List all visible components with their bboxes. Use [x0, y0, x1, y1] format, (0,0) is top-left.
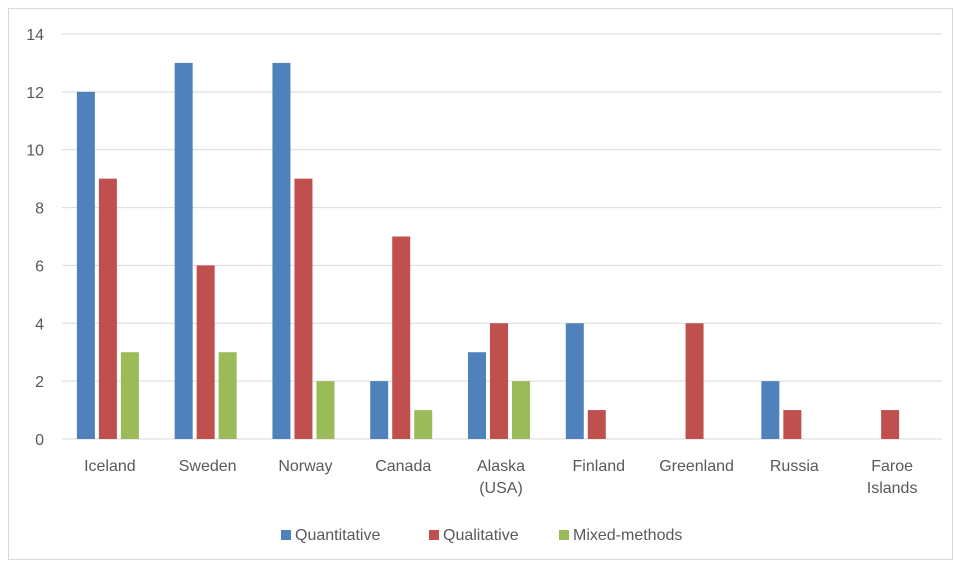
- y-tick-label: 14: [26, 27, 44, 44]
- x-category-label-line: Faroe: [871, 458, 913, 475]
- x-category-label-line: Finland: [573, 458, 625, 475]
- bar-quantitative-4: [468, 352, 486, 439]
- x-category-label: Norway: [278, 458, 332, 475]
- bar-mixed-methods-0: [120, 352, 139, 439]
- y-tick-label: 10: [26, 143, 44, 160]
- chart-frame: [8, 8, 953, 560]
- x-category-label-line: Russia: [770, 458, 819, 475]
- bar-qualitative-0: [98, 178, 117, 439]
- bars: [76, 62, 900, 440]
- y-tick-label: 0: [35, 432, 44, 449]
- bar-qualitative-1: [196, 265, 215, 439]
- legend: Quantitative Qualitative Mixed-methods: [281, 527, 682, 544]
- bar-mixed-methods-1: [218, 352, 237, 439]
- legend-item: Quantitative: [281, 527, 380, 544]
- legend-item: Qualitative: [429, 527, 519, 544]
- x-category-label-line: Islands: [867, 480, 918, 497]
- x-category-label-line: Iceland: [84, 458, 136, 475]
- x-category-label-line: Sweden: [179, 458, 237, 475]
- bar-qualitative-4: [490, 323, 508, 439]
- bar-qualitative-2: [294, 178, 313, 439]
- legend-label: Qualitative: [443, 527, 519, 544]
- x-category-label: Faroe Islands: [867, 458, 918, 497]
- legend-item: Mixed-methods: [559, 527, 682, 544]
- bar-mixed-methods-4: [512, 381, 530, 439]
- x-category-label-line: Greenland: [659, 458, 734, 475]
- x-category-label-line: Canada: [375, 458, 431, 475]
- x-category-label: Canada: [375, 458, 431, 475]
- legend-label: Mixed-methods: [573, 527, 682, 544]
- bar-mixed-methods-2: [316, 381, 335, 439]
- y-tick-label: 6: [35, 258, 44, 275]
- y-tick-label: 8: [35, 201, 44, 218]
- bar-quantitative-2: [272, 62, 291, 440]
- bar-quantitative-0: [76, 91, 95, 439]
- x-category-label: Finland: [573, 458, 625, 475]
- bar-quantitative-5: [565, 323, 584, 439]
- legend-swatch: [559, 530, 569, 540]
- y-tick-label: 4: [35, 316, 44, 333]
- labels: 0 2 4 6 8 10 12 14 Iceland Sweden Norway Canada Alas…: [26, 27, 917, 497]
- bar-qualitative-8: [881, 410, 900, 439]
- x-category-label: Russia: [770, 458, 819, 475]
- x-category-label: Iceland: [84, 458, 136, 475]
- bar-quantitative-1: [174, 62, 193, 440]
- y-tick-label: 2: [35, 374, 44, 391]
- legend-label: Quantitative: [295, 527, 380, 544]
- bar-qualitative-5: [587, 410, 606, 439]
- y-tick-label: 12: [26, 85, 44, 102]
- legend-swatch: [281, 530, 291, 540]
- bar-quantitative-7: [761, 381, 780, 439]
- x-category-label: Greenland: [659, 458, 734, 475]
- bar-mixed-methods-3: [414, 410, 433, 439]
- x-category-label-line: Alaska: [477, 458, 525, 475]
- bar-qualitative-3: [392, 236, 411, 439]
- x-category-label-line: (USA): [479, 480, 523, 497]
- legend-swatch: [429, 530, 439, 540]
- x-category-label: Sweden: [179, 458, 237, 475]
- x-category-label: Alaska (USA): [477, 458, 525, 497]
- x-category-label-line: Norway: [278, 458, 332, 475]
- bar-qualitative-7: [783, 410, 802, 439]
- bar-quantitative-3: [370, 381, 389, 439]
- bar-qualitative-6: [685, 323, 704, 439]
